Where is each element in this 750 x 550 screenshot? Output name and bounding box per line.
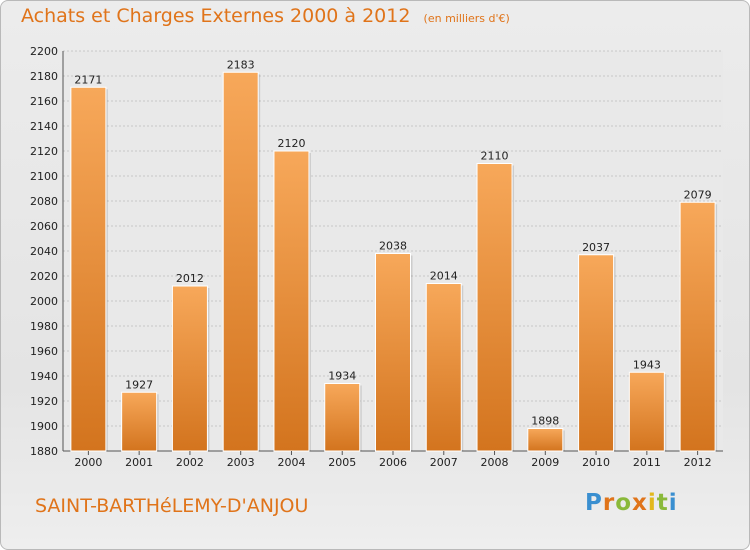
bar-2003 xyxy=(222,71,259,452)
y-tick-label: 1900 xyxy=(30,420,58,433)
y-tick-label: 2100 xyxy=(30,170,58,183)
y-tick-label: 2040 xyxy=(30,245,58,258)
x-tick-label: 2012 xyxy=(684,456,712,469)
logo-letter: i xyxy=(647,490,657,516)
bar-2002 xyxy=(171,285,208,452)
bar-value-label: 1898 xyxy=(531,415,559,428)
y-tick-label: 2180 xyxy=(30,70,58,83)
x-tick-label: 2007 xyxy=(430,456,458,469)
x-tick-label: 2003 xyxy=(227,456,255,469)
bar-value-label: 1934 xyxy=(328,370,356,383)
logo-letter: i xyxy=(668,490,678,516)
bar-2007 xyxy=(425,283,462,452)
bar-2008 xyxy=(476,163,513,452)
x-tick-label: 2010 xyxy=(582,456,610,469)
y-tick-label: 2160 xyxy=(30,95,58,108)
x-tick-label: 2011 xyxy=(633,456,661,469)
title-row: Achats et Charges Externes 2000 à 2012 (… xyxy=(21,5,510,27)
y-tick-label: 2000 xyxy=(30,295,58,308)
chart-title: Achats et Charges Externes 2000 à 2012 xyxy=(21,5,411,27)
bar-value-label: 2038 xyxy=(379,240,407,253)
bar-2010 xyxy=(578,254,615,452)
x-tick-label: 2005 xyxy=(328,456,356,469)
bar-2001 xyxy=(121,391,158,452)
logo-letter: x xyxy=(632,490,648,516)
x-tick-label: 2000 xyxy=(74,456,102,469)
y-tick-label: 2020 xyxy=(30,270,58,283)
y-tick-label: 2140 xyxy=(30,120,58,133)
bar-value-label: 2079 xyxy=(684,188,712,201)
x-tick-label: 2009 xyxy=(531,456,559,469)
y-tick-label: 1880 xyxy=(30,445,58,458)
bar-2000 xyxy=(70,86,107,452)
logo-letter: o xyxy=(615,490,633,516)
bar-value-label: 2012 xyxy=(176,272,204,285)
bar-2005 xyxy=(324,383,361,452)
y-tick-label: 2080 xyxy=(30,195,58,208)
y-tick-label: 1960 xyxy=(30,345,58,358)
y-tick-label: 1940 xyxy=(30,370,58,383)
y-tick-label: 2060 xyxy=(30,220,58,233)
bar-2004 xyxy=(273,150,310,452)
y-tick-label: 2120 xyxy=(30,145,58,158)
x-tick-label: 2006 xyxy=(379,456,407,469)
place-name: SAINT-BARTHéLEMY-D'ANJOU xyxy=(35,495,309,517)
bar-value-label: 2014 xyxy=(430,270,458,283)
bar-value-label: 2110 xyxy=(481,150,509,163)
bar-value-label: 1927 xyxy=(125,378,153,391)
x-tick-label: 2002 xyxy=(176,456,204,469)
bar-2011 xyxy=(628,371,665,452)
logo-letter: t xyxy=(656,490,669,516)
bar-2006 xyxy=(375,253,411,452)
bar-value-label: 2183 xyxy=(227,58,255,71)
bar-value-label: 1943 xyxy=(633,358,661,371)
y-tick-label: 1920 xyxy=(30,395,58,408)
bar-2012 xyxy=(679,201,716,452)
y-tick-label: 2200 xyxy=(30,45,58,58)
bar-value-label: 2120 xyxy=(277,137,305,150)
proxiti-logo: Proxiti xyxy=(585,490,678,516)
chart-unit: (en milliers d'€) xyxy=(423,12,510,25)
bar-value-label: 2037 xyxy=(582,241,610,254)
logo-letter: P xyxy=(585,490,603,516)
bar-value-label: 2171 xyxy=(74,73,102,86)
bar-2009 xyxy=(527,428,564,452)
y-tick-label: 1980 xyxy=(30,320,58,333)
x-tick-label: 2004 xyxy=(277,456,305,469)
x-tick-label: 2008 xyxy=(481,456,509,469)
logo-letter: r xyxy=(602,490,616,516)
x-tick-label: 2001 xyxy=(125,456,153,469)
